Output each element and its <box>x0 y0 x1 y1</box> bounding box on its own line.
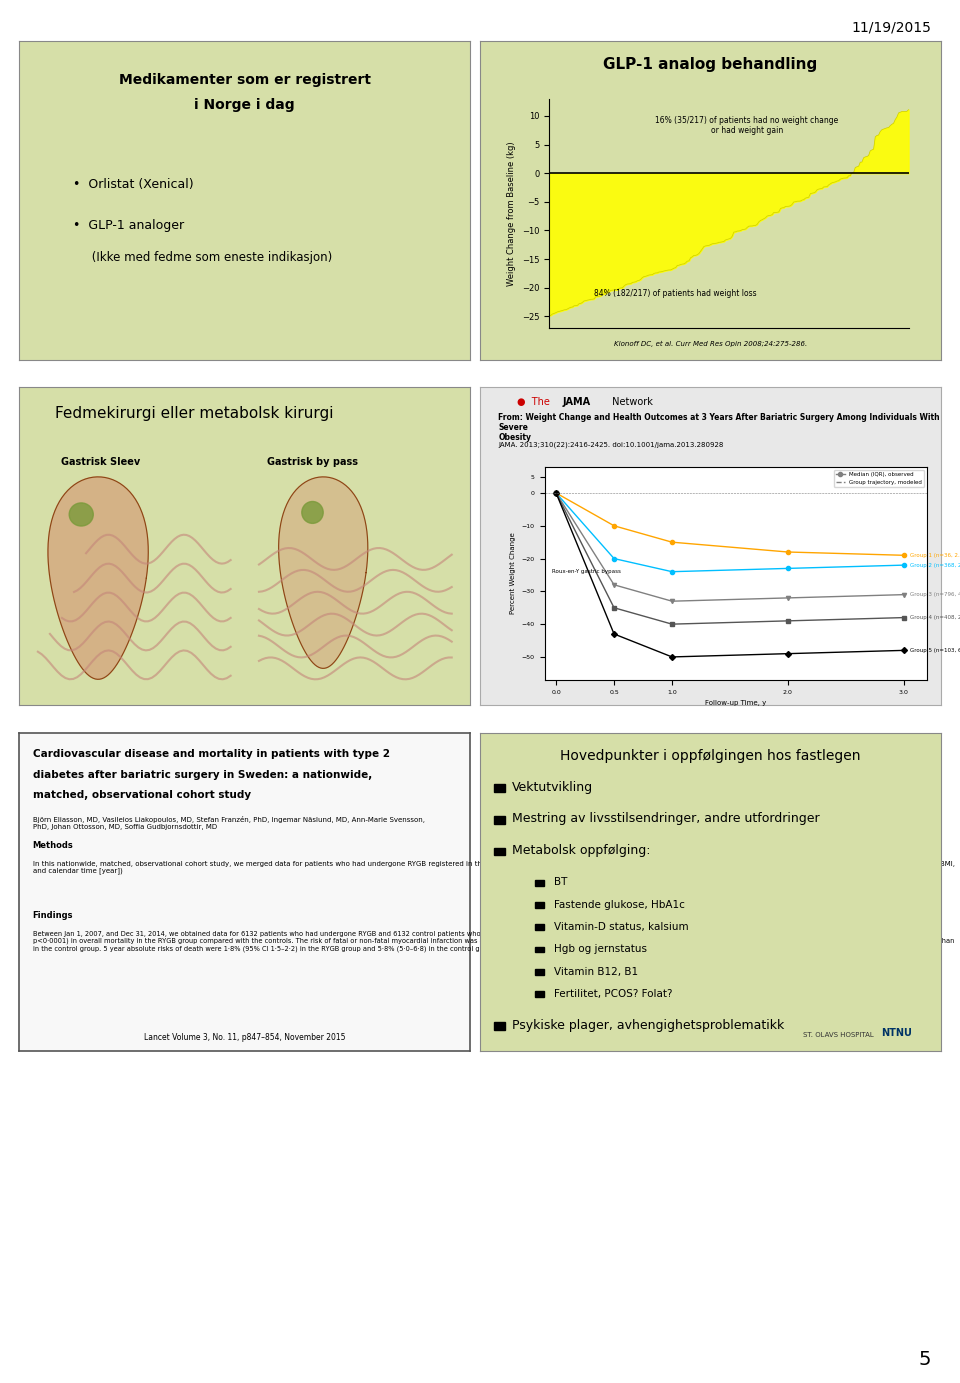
Bar <box>536 969 543 975</box>
Text: Cardiovascular disease and mortality in patients with type 2: Cardiovascular disease and mortality in … <box>33 750 390 759</box>
Text: Group 5 (n=103, 6.0%): Group 5 (n=103, 6.0%) <box>909 647 960 653</box>
Ellipse shape <box>69 503 93 526</box>
Text: 11/19/2015: 11/19/2015 <box>852 21 931 35</box>
Polygon shape <box>278 477 368 668</box>
Text: 5: 5 <box>919 1350 931 1369</box>
Y-axis label: Percent Weight Change: Percent Weight Change <box>510 532 516 614</box>
Text: •  GLP-1 analoger: • GLP-1 analoger <box>73 220 184 232</box>
Bar <box>536 902 543 907</box>
Text: BT: BT <box>554 877 567 888</box>
Text: Psykiske plager, avhengighetsproblematikk: Psykiske plager, avhengighetsproblematik… <box>513 1019 784 1032</box>
Legend: Median (IQR), observed, Group trajectory, modeled: Median (IQR), observed, Group trajectory… <box>834 470 924 487</box>
Text: i Norge i dag: i Norge i dag <box>195 98 295 112</box>
Text: Vitamin-D status, kalsium: Vitamin-D status, kalsium <box>554 922 688 932</box>
Text: Gastrisk Sleev: Gastrisk Sleev <box>60 458 140 467</box>
Text: Mestring av livsstilsendringer, andre utfordringer: Mestring av livsstilsendringer, andre ut… <box>513 812 820 826</box>
Bar <box>493 1022 505 1030</box>
Bar <box>536 880 543 885</box>
Bar <box>493 784 505 792</box>
Text: Metabolsk oppfølging:: Metabolsk oppfølging: <box>513 844 651 857</box>
Bar <box>536 992 543 997</box>
Text: matched, observational cohort study: matched, observational cohort study <box>33 790 251 801</box>
Text: Roux-en-Y gastric bypass: Roux-en-Y gastric bypass <box>552 568 621 574</box>
Text: Björn Eliasson, MD, Vasileios Liakopoulos, MD, Stefan Franzén, PhD, Ingemar Näsl: Björn Eliasson, MD, Vasileios Liakopoulo… <box>33 816 424 830</box>
Text: diabetes after bariatric surgery in Sweden: a nationwide,: diabetes after bariatric surgery in Swed… <box>33 769 372 780</box>
Text: Findings: Findings <box>33 911 73 920</box>
Text: •  Orlistat (Xenical): • Orlistat (Xenical) <box>73 178 194 191</box>
Text: JAMA: JAMA <box>563 397 591 407</box>
Text: JAMA. 2013;310(22):2416-2425. doi:10.1001/jama.2013.280928: JAMA. 2013;310(22):2416-2425. doi:10.100… <box>498 441 724 448</box>
Text: Methods: Methods <box>33 841 74 851</box>
Polygon shape <box>48 477 148 679</box>
Text: 16% (35/217) of patients had no weight change
or had weight gain: 16% (35/217) of patients had no weight c… <box>655 116 838 136</box>
Ellipse shape <box>301 502 324 523</box>
Bar <box>493 848 505 856</box>
Y-axis label: Weight Change from Baseline (kg): Weight Change from Baseline (kg) <box>507 141 516 285</box>
Text: Medikamenter som er registrert: Medikamenter som er registrert <box>119 73 371 87</box>
Text: ST. OLAVS HOSPITAL: ST. OLAVS HOSPITAL <box>803 1032 874 1039</box>
Text: Fedmekirurgi eller metabolsk kirurgi: Fedmekirurgi eller metabolsk kirurgi <box>56 407 334 422</box>
Text: (Ikke med fedme som eneste indikasjon): (Ikke med fedme som eneste indikasjon) <box>73 252 332 264</box>
Text: From: Weight Change and Health Outcomes at 3 Years After Bariatric Surgery Among: From: Weight Change and Health Outcomes … <box>498 412 940 443</box>
Text: Group 2 (n=368, 21.5%): Group 2 (n=368, 21.5%) <box>909 563 960 567</box>
Text: Group 3 (n=796, 46.5%): Group 3 (n=796, 46.5%) <box>909 592 960 597</box>
Text: Between Jan 1, 2007, and Dec 31, 2014, we obtained data for 6132 patients who ha: Between Jan 1, 2007, and Dec 31, 2014, w… <box>33 931 954 952</box>
Text: Gastrisk by pass: Gastrisk by pass <box>267 458 358 467</box>
Bar <box>536 947 543 953</box>
Bar <box>493 816 505 824</box>
Text: Lancet Volume 3, No. 11, p847–854, November 2015: Lancet Volume 3, No. 11, p847–854, Novem… <box>144 1033 346 1041</box>
Text: Klonoff DC, et al. Curr Med Res Opin 2008;24:275-286.: Klonoff DC, et al. Curr Med Res Opin 200… <box>613 340 807 347</box>
Text: ●  The: ● The <box>516 397 553 407</box>
Text: Fertilitet, PCOS? Folat?: Fertilitet, PCOS? Folat? <box>554 989 672 999</box>
Text: Group 1 (n=36, 2.1%): Group 1 (n=36, 2.1%) <box>909 553 960 557</box>
Text: GLP-1 analog behandling: GLP-1 analog behandling <box>603 58 818 72</box>
Text: Hgb og jernstatus: Hgb og jernstatus <box>554 945 647 954</box>
Text: Group 4 (n=408, 23.8%): Group 4 (n=408, 23.8%) <box>909 615 960 620</box>
Text: Fastende glukose, HbA1c: Fastende glukose, HbA1c <box>554 900 684 910</box>
Text: Vitamin B12, B1: Vitamin B12, B1 <box>554 967 637 976</box>
Text: Hovedpunkter i oppfølgingen hos fastlegen: Hovedpunkter i oppfølgingen hos fastlege… <box>560 750 861 763</box>
Text: Network: Network <box>609 397 653 407</box>
X-axis label: Follow-up Time, y: Follow-up Time, y <box>705 700 766 707</box>
Text: 84% (182/217) of patients had weight loss: 84% (182/217) of patients had weight los… <box>593 289 756 297</box>
Text: In this nationwide, matched, observational cohort study, we merged data for pati: In this nationwide, matched, observation… <box>33 860 955 874</box>
Text: NTNU: NTNU <box>881 1029 912 1039</box>
Bar <box>536 924 543 931</box>
Text: Vektutvikling: Vektutvikling <box>513 780 593 794</box>
